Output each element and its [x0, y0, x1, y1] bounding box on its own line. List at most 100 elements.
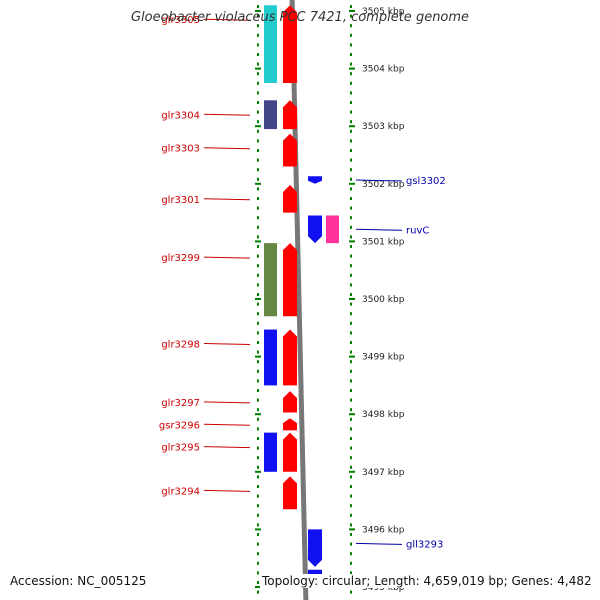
gene-label-line-glr3303: [203, 147, 251, 150]
tick-dot-left: [257, 72, 259, 76]
tick-dot-right: [350, 168, 352, 172]
gene-arrow-glr3299: [283, 243, 297, 317]
tick-dot-left: [257, 465, 259, 469]
topology-label: Topology: circular; Length: 4,659,019 bp…: [260, 574, 594, 588]
tick-dot-left: [257, 302, 259, 306]
tick-dot-left: [257, 81, 259, 85]
tick-dot-left: [257, 33, 259, 37]
tick-dot-left: [257, 533, 259, 536]
tick-dot-left: [257, 168, 259, 172]
scale-major-tick: [349, 125, 355, 128]
tick-dot-right: [350, 293, 352, 296]
scale-label: 3500 kbp: [362, 295, 405, 305]
tick-dot-left: [257, 273, 259, 277]
gene-label-gsr3296: gsr3296: [159, 420, 200, 431]
tick-dot-right: [350, 158, 352, 162]
gene-label-glr3304: glr3304: [161, 110, 200, 121]
gene-label-line-gsr3296: [203, 423, 251, 426]
tick-dot-left: [257, 149, 259, 152]
tick-dot-left: [257, 312, 259, 316]
feature-block-ruvC: [326, 215, 339, 244]
tick-dot-right: [350, 341, 352, 344]
tick-dot-left: [257, 389, 259, 392]
tick-dot-right: [350, 72, 352, 76]
feature-block-glr3304: [264, 100, 277, 130]
tick-dot-right: [350, 446, 352, 450]
tick-dot-right: [350, 5, 352, 8]
tick-dot-left: [257, 542, 259, 546]
tick-dot-left: [257, 225, 259, 229]
gene-label-gll3293: gll3293: [406, 539, 443, 550]
scale-label: 3499 kbp: [362, 353, 405, 363]
gene-label-glr3305: glr3305: [161, 15, 200, 26]
tick-dot-left: [257, 24, 259, 28]
tick-dot-left: [257, 187, 259, 191]
gene-label-line-glr3299: [203, 256, 251, 259]
tick-dot-right: [350, 513, 352, 517]
scale-label: 3501 kbp: [362, 237, 405, 247]
scale-major-tick: [349, 470, 355, 473]
tick-dot-left: [257, 158, 259, 162]
tick-dot-left: [257, 62, 259, 66]
tick-dot-right: [350, 81, 352, 85]
tick-dot-left: [257, 437, 259, 440]
scale-major-tick: [255, 182, 261, 185]
tick-dot-left: [257, 14, 259, 18]
gene-label-glr3295: glr3295: [161, 443, 200, 454]
tick-dot-left: [257, 206, 259, 210]
tick-dot-right: [350, 561, 352, 565]
tick-dot-left: [257, 235, 259, 239]
tick-dot-left: [257, 177, 259, 181]
tick-dot-left: [257, 581, 259, 584]
tick-dot-right: [350, 485, 352, 488]
tick-dot-right: [350, 504, 352, 508]
tick-dot-right: [350, 360, 352, 364]
scale-major-tick: [349, 355, 355, 358]
tick-dot-right: [350, 571, 352, 575]
tick-dot-right: [350, 590, 352, 594]
tick-dot-left: [257, 427, 259, 431]
tick-dot-right: [350, 417, 352, 421]
tick-dot-right: [350, 523, 352, 527]
tick-dot-left: [257, 417, 259, 421]
gene-label-line-glr3298: [203, 343, 251, 346]
tick-dot-left: [257, 561, 259, 565]
scale-label: 3496 kbp: [362, 525, 405, 535]
tick-dot-right: [350, 53, 352, 56]
tick-dot-left: [257, 5, 259, 8]
tick-dot-right: [350, 427, 352, 431]
tick-dot-right: [350, 302, 352, 306]
gene-label-line-glr3304: [203, 113, 251, 116]
feature-block-glr3298: [264, 329, 277, 386]
tick-dot-left: [257, 523, 259, 527]
tick-dot-right: [350, 283, 352, 287]
tick-dot-left: [257, 513, 259, 517]
gene-label-glr3294: glr3294: [161, 486, 200, 497]
scale-label: 3498 kbp: [362, 410, 405, 420]
tick-dot-left: [257, 408, 259, 412]
gene-arrow-glr3301: [283, 184, 297, 213]
tick-dot-right: [350, 398, 352, 402]
tick-dot-right: [350, 225, 352, 229]
gene-label-glr3299: glr3299: [161, 253, 200, 264]
tick-dot-right: [350, 139, 352, 143]
scale-major-tick: [255, 240, 261, 243]
gene-arrow-glr3295: [283, 432, 297, 472]
tick-dot-left: [257, 504, 259, 508]
scale-label: 3502 kbp: [362, 180, 405, 190]
gene-label-gsl3302: gsl3302: [406, 176, 446, 187]
scale-major-tick: [349, 10, 355, 12]
tick-dot-right: [350, 129, 352, 133]
gene-label-line-ruvC: [355, 228, 403, 231]
gene-arrow-glr3298: [283, 329, 297, 386]
tick-dot-right: [350, 273, 352, 277]
gene-label-line-glr3294: [203, 489, 251, 492]
tick-dot-right: [350, 120, 352, 124]
tick-dot-left: [257, 494, 259, 498]
gene-arrow-gsr3296: [283, 418, 297, 431]
tick-dot-left: [257, 53, 259, 56]
scale-major-tick: [255, 470, 261, 473]
gene-arrow-glr3303: [283, 133, 297, 167]
scale-major-tick: [255, 528, 261, 531]
